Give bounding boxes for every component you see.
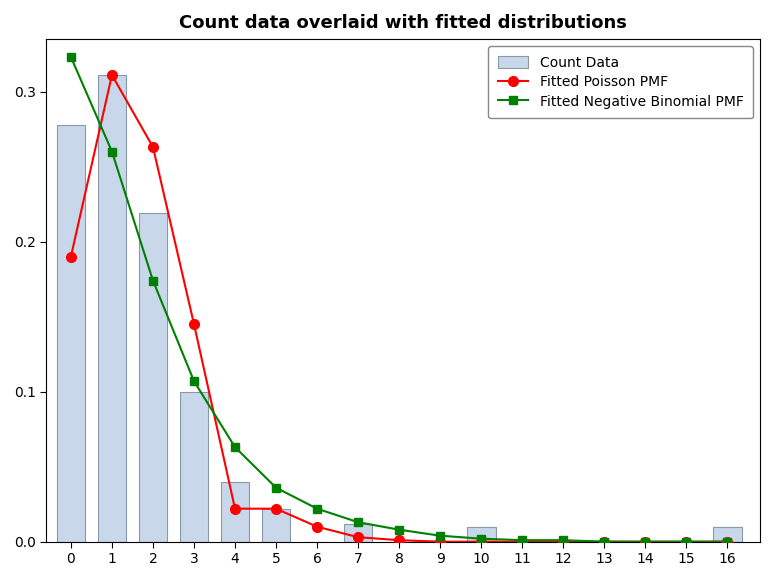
Bar	[98, 75, 126, 542]
Bar	[713, 527, 741, 542]
Title: Count data overlaid with fitted distributions: Count data overlaid with fitted distribu…	[180, 14, 627, 32]
Bar	[221, 481, 249, 542]
Bar	[467, 527, 495, 542]
Bar	[57, 125, 85, 542]
Legend: Count Data, Fitted Poisson PMF, Fitted Negative Binomial PMF: Count Data, Fitted Poisson PMF, Fitted N…	[488, 46, 753, 118]
Bar	[139, 213, 167, 542]
Bar	[180, 392, 208, 542]
Bar	[262, 509, 290, 542]
Bar	[344, 524, 372, 542]
